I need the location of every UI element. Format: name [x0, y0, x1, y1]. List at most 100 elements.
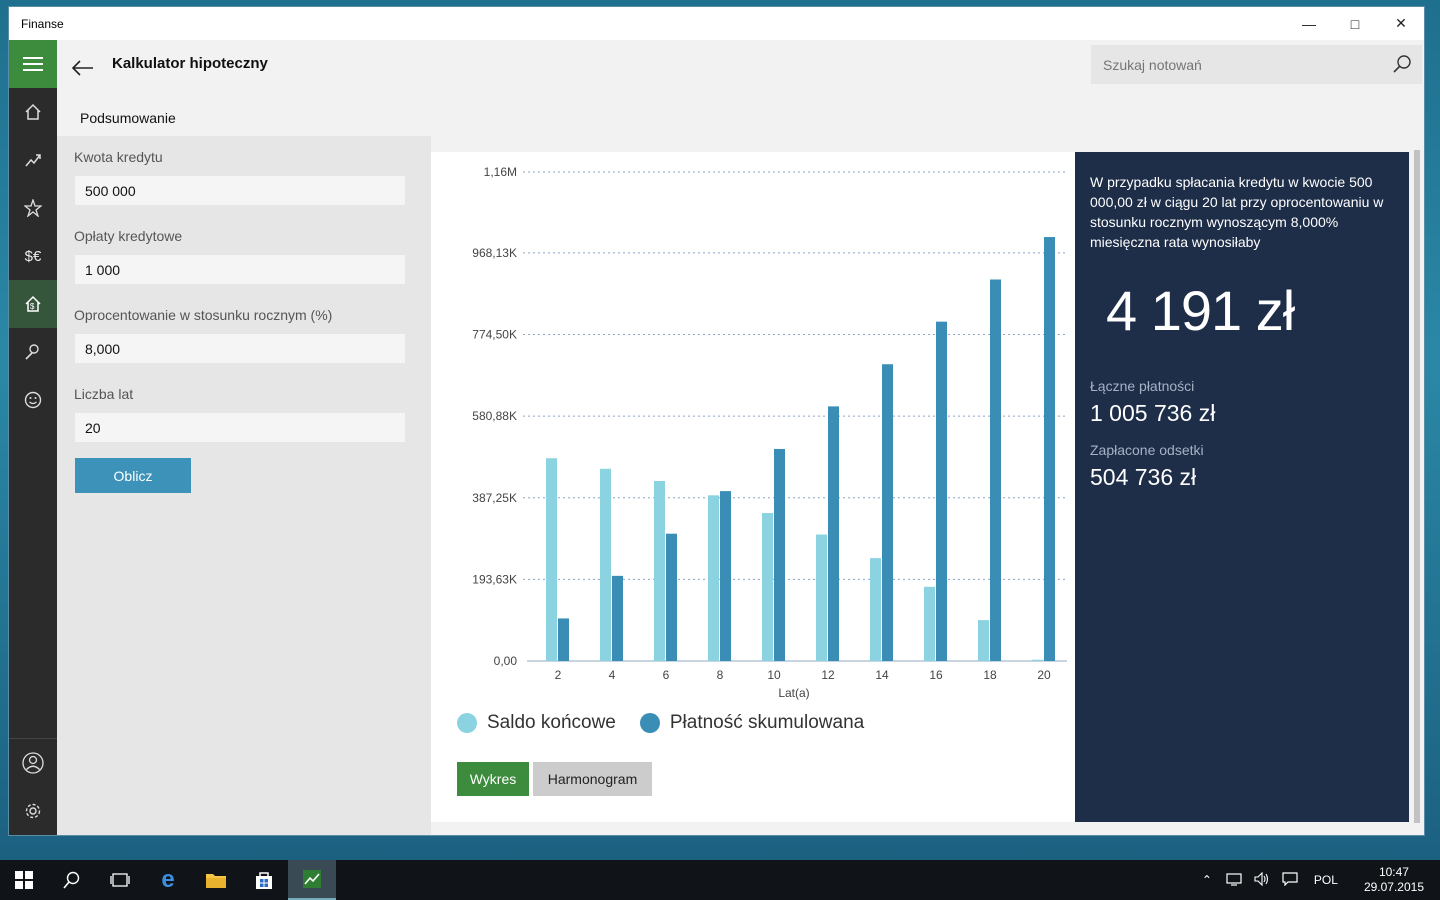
clock-date: 29.07.2015	[1363, 880, 1424, 894]
x-tick-label: 8	[717, 668, 724, 682]
page-header: Kalkulator hipoteczny Podsumowanie	[57, 40, 1424, 136]
clock[interactable]: 10:47 29.07.2015	[1348, 865, 1440, 895]
minimize-button[interactable]: —	[1302, 15, 1316, 32]
loan-amount-label: Kwota kredytu	[74, 149, 163, 165]
chevron-up-icon[interactable]: ⌃	[1201, 873, 1212, 887]
rate-input[interactable]	[75, 334, 405, 363]
system-tray: ⌃ POL 10:47 29.07.2015	[1194, 860, 1440, 900]
bar-cumulative	[882, 364, 893, 661]
file-explorer-icon[interactable]	[192, 860, 240, 900]
retirement-icon[interactable]	[9, 328, 57, 376]
y-tick-label: 774,50K	[472, 328, 517, 342]
bar-cumulative	[774, 448, 785, 661]
interest-paid-label: Zapłacone odsetki	[1090, 442, 1204, 458]
quote-search-box[interactable]	[1091, 45, 1422, 84]
action-center-icon[interactable]	[1276, 871, 1304, 889]
search-input[interactable]	[1091, 45, 1371, 84]
legend-label-balance: Saldo końcowe	[487, 712, 616, 733]
years-input[interactable]	[75, 413, 405, 442]
task-view-icon[interactable]	[96, 860, 144, 900]
legend-swatch-balance	[457, 713, 477, 733]
store-icon[interactable]	[240, 860, 288, 900]
bar-balance	[1032, 659, 1043, 661]
start-windows-icon[interactable]	[0, 860, 48, 900]
x-tick-label: 16	[929, 668, 943, 682]
svg-text:$: $	[30, 302, 35, 311]
x-tick-label: 2	[555, 668, 562, 682]
calculate-button[interactable]: Oblicz	[75, 458, 191, 493]
section-title: Podsumowanie	[80, 110, 176, 126]
bar-cumulative	[720, 491, 731, 661]
search-icon[interactable]	[1392, 54, 1412, 79]
x-axis-label: Lat(a)	[778, 686, 809, 700]
app-window: Finanse — □ ✕ $€ $	[8, 6, 1425, 836]
bar-cumulative	[558, 618, 569, 661]
input-language-indicator[interactable]: POL	[1313, 873, 1338, 887]
smiley-icon[interactable]	[9, 376, 57, 424]
x-tick-label: 20	[1037, 668, 1051, 682]
fees-input[interactable]	[75, 255, 405, 284]
mortgage-chart: 0,00 193,63K 387,25K 580,88K 774,50K 968,13K 1…	[472, 165, 1067, 700]
home-icon[interactable]	[9, 88, 57, 136]
trend-icon[interactable]	[9, 136, 57, 184]
chart-view-button[interactable]: Wykres	[457, 762, 529, 796]
currency-icon[interactable]: $€	[24, 247, 42, 265]
x-tick-label: 10	[767, 668, 781, 682]
vertical-scrollbar[interactable]	[1410, 136, 1424, 835]
y-tick-label: 0,00	[494, 654, 518, 668]
interest-paid-value: 504 736 zł	[1090, 464, 1197, 490]
close-button[interactable]: ✕	[1395, 15, 1407, 31]
chart-legend: Saldo końcowe Płatność skumulowana	[457, 712, 888, 734]
settings-gear-icon[interactable]	[9, 787, 57, 835]
total-payments-label: Łączne płatności	[1090, 378, 1195, 394]
edge-browser-icon[interactable]: e	[161, 866, 175, 893]
fees-label: Opłaty kredytowe	[74, 228, 183, 244]
bar-cumulative	[1044, 237, 1055, 661]
watchlist-star-icon[interactable]	[9, 184, 57, 232]
scrollbar-thumb[interactable]	[1414, 150, 1420, 823]
bar-balance	[978, 620, 989, 661]
maximize-button[interactable]: □	[1350, 15, 1360, 32]
x-tick-label: 12	[821, 668, 835, 682]
mortgage-calculator-icon[interactable]: $	[9, 280, 57, 328]
monthly-payment-value: 4 191 zł	[1106, 279, 1295, 342]
nav-sidebar: $€ $	[9, 40, 57, 835]
x-tick-label: 18	[983, 668, 997, 682]
window-title: Finanse	[21, 16, 64, 31]
account-icon[interactable]	[9, 739, 57, 787]
bar-balance	[870, 558, 881, 661]
volume-icon[interactable]	[1248, 871, 1276, 889]
search-icon[interactable]	[48, 860, 96, 900]
bar-cumulative	[936, 321, 947, 661]
bar-balance	[816, 534, 827, 661]
total-payments-value: 1 005 736 zł	[1090, 400, 1216, 426]
bar-balance	[600, 468, 611, 661]
schedule-view-button[interactable]: Harmonogram	[533, 762, 652, 796]
y-tick-label: 580,88K	[472, 409, 517, 423]
legend-label-cumulative: Płatność skumulowana	[669, 712, 865, 733]
years-label: Liczba lat	[74, 386, 134, 402]
summary-description: W przypadku spłacania kredytu w kwocie 5…	[1090, 174, 1384, 250]
sidebar-bottom	[9, 738, 57, 835]
y-tick-label: 387,25K	[472, 491, 517, 505]
bar-balance	[654, 480, 665, 661]
page-title: Kalkulator hipoteczny	[112, 55, 268, 72]
x-tick-label: 14	[875, 668, 889, 682]
loan-amount-input[interactable]	[75, 176, 405, 205]
bar-balance	[924, 586, 935, 661]
chart-panel: 0,00 193,63K 387,25K 580,88K 774,50K 968,13K 1…	[431, 152, 1075, 822]
bar-balance	[708, 495, 719, 661]
hamburger-menu-icon[interactable]	[9, 40, 57, 88]
bar-balance	[762, 513, 773, 661]
network-icon[interactable]	[1220, 872, 1248, 889]
x-tick-label: 4	[609, 668, 616, 682]
rate-label: Oprocentowanie w stosunku rocznym (%)	[74, 307, 333, 323]
bar-cumulative	[612, 575, 623, 661]
bar-cumulative	[666, 533, 677, 661]
back-arrow-icon[interactable]	[69, 54, 97, 82]
bar-balance	[546, 458, 557, 661]
y-tick-label: 1,16M	[484, 165, 517, 179]
legend-swatch-cumulative	[639, 713, 660, 733]
finance-app-icon[interactable]	[288, 860, 336, 900]
x-tick-label: 6	[663, 668, 670, 682]
